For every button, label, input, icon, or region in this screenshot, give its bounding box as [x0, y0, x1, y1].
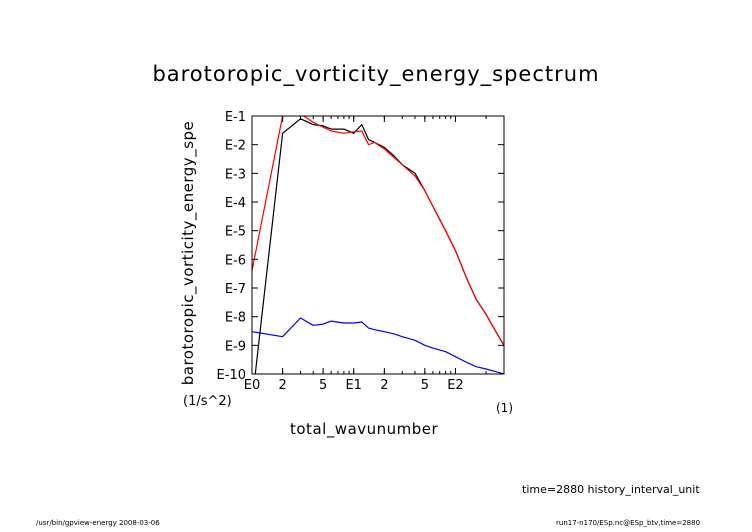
y-axis-label: barotoropic_vorticity_energy_spe — [179, 120, 197, 386]
time-info: time=2880 history_interval_unit — [522, 483, 700, 496]
x-tick-label: 2 — [380, 378, 388, 393]
x-axis-label: total_wavunumber — [290, 420, 439, 438]
y-tick-label: E-10 — [217, 368, 246, 383]
y-tick-label: E-5 — [225, 225, 246, 240]
chart-title: barotoropic_vorticity_energy_spectrum — [152, 62, 600, 86]
x-tick-label: E0 — [244, 378, 261, 393]
x-axis-unit: (1) — [496, 401, 513, 415]
footer-left: /usr/bin/gpview-energy 2008-03-06 — [36, 519, 160, 527]
y-tick-label: E-6 — [225, 253, 246, 268]
plot-frame — [251, 115, 505, 375]
series-line-1 — [254, 118, 504, 374]
x-tick-label: E1 — [345, 378, 362, 393]
series-line-3 — [252, 317, 504, 374]
y-tick-label: E-7 — [225, 282, 246, 297]
series-line-2 — [252, 116, 504, 346]
y-tick-label: E-3 — [225, 167, 246, 182]
y-tick-label: E-9 — [225, 339, 246, 354]
footer-right: run17-n170/ESp.nc@ESp_btv,time=2880 — [556, 519, 701, 527]
x-tick-label: E2 — [447, 378, 464, 393]
y-axis-unit: (1/s^2) — [183, 394, 232, 409]
x-tick-label: 2 — [278, 378, 286, 393]
ticks-layer: E0 2 5 E1 2 5 E2 E-1 E-2 E-3 E-4 E-5 E-6 E-7 E-8 E-9 E-1… — [217, 110, 505, 393]
series-layer — [252, 116, 504, 374]
y-tick-label: E-4 — [225, 196, 246, 211]
y-tick-label: E-8 — [225, 311, 246, 326]
y-tick-label: E-2 — [225, 139, 246, 154]
x-tick-label: 5 — [421, 378, 429, 393]
x-tick-label: 5 — [319, 378, 327, 393]
y-tick-label: E-1 — [225, 110, 246, 125]
